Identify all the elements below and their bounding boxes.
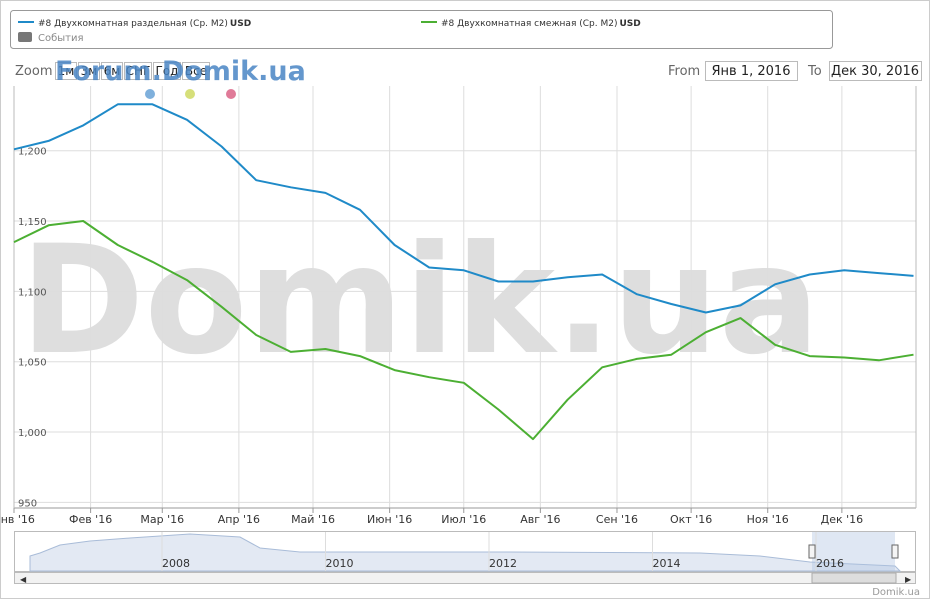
navigator-selection[interactable]	[812, 532, 895, 571]
x-tick-label: Авг '16	[520, 513, 560, 526]
zoom-label: Zoom	[15, 64, 52, 79]
scroll-right[interactable]: ▶	[905, 575, 912, 584]
forum-watermark: Forum.Domik.ua	[55, 56, 306, 87]
navigator-axis: 2008 2010 2012 2014 2016	[161, 532, 844, 571]
y-tick-label: 1,100	[18, 287, 47, 298]
grid: 950 1,000 1,050 1,100 1,150 1,200 Янв '16 Фев '…	[0, 86, 917, 526]
series-line	[13, 220, 914, 441]
event-marker[interactable]	[226, 89, 236, 99]
zoom-button[interactable]	[55, 62, 77, 80]
x-tick-label: Июн '16	[367, 513, 412, 526]
x-tick-label: Янв '16	[0, 513, 35, 526]
x-tick-label: Сен '16	[596, 513, 638, 526]
x-tick-label: Фев '16	[69, 513, 112, 526]
x-tick-label: Апр '16	[218, 513, 260, 526]
to-label: To	[807, 64, 822, 79]
to-date[interactable]: Дек 30, 2016	[831, 64, 919, 79]
legend-box	[10, 10, 833, 49]
zoom-button-label[interactable]: СНГ	[126, 64, 151, 78]
from-label: From	[668, 64, 700, 79]
zoom-button-label[interactable]: Все	[185, 64, 207, 78]
legend-unit[interactable]: USD	[230, 19, 251, 29]
zoom-button-label[interactable]: 1м	[58, 64, 75, 78]
legend-label[interactable]: #8 Двухкомнатная раздельная (Ср. M2)	[38, 19, 228, 29]
x-tick-label: Дек '16	[821, 513, 864, 526]
y-tick-label: 1,150	[18, 217, 47, 228]
events-label[interactable]: События	[38, 33, 84, 44]
navigator-series	[29, 533, 902, 572]
navigator-label: 2010	[326, 557, 354, 570]
navigator-label: 2016	[816, 557, 844, 570]
legend-label[interactable]: #8 Двухкомнатная смежная (Ср. M2)	[441, 19, 617, 29]
from-date[interactable]: Янв 1, 2016	[712, 64, 791, 79]
credits[interactable]: Domik.ua	[872, 587, 920, 598]
zoom-buttons: 1м 3м 6м СНГ Год Все	[55, 62, 210, 80]
scrollbar[interactable]	[14, 572, 916, 584]
navigator-label: 2014	[653, 557, 681, 570]
zoom-button[interactable]	[78, 62, 100, 80]
events-icon[interactable]	[18, 32, 32, 42]
scroll-left[interactable]: ◀	[20, 575, 27, 584]
zoom-button[interactable]	[182, 62, 210, 80]
zoom-button-label[interactable]: Год	[156, 64, 179, 78]
x-tick-label: Июл '16	[441, 513, 486, 526]
zoom-button-label[interactable]: 3м	[81, 64, 98, 78]
series-line	[13, 103, 914, 314]
navigator-label: 2008	[162, 557, 190, 570]
y-tick-label: 1,000	[18, 428, 47, 439]
legend: #8 Двухкомнатная раздельная (Ср. M2) USD #…	[18, 19, 641, 29]
zoom-button-label[interactable]: 6м	[104, 64, 121, 78]
legend-unit[interactable]: USD	[619, 19, 640, 29]
event-marker[interactable]	[185, 89, 195, 99]
navigator-handle[interactable]	[808, 544, 816, 559]
x-tick-label: Окт '16	[670, 513, 712, 526]
navigator-handle[interactable]	[891, 544, 899, 559]
navigator-label: 2012	[489, 557, 517, 570]
x-tick-label: Ноя '16	[747, 513, 789, 526]
from-input[interactable]	[705, 61, 798, 81]
zoom-button[interactable]	[101, 62, 123, 80]
y-tick-label: 1,200	[18, 147, 47, 158]
x-tick-label: Май '16	[291, 513, 335, 526]
event-marker[interactable]	[145, 89, 155, 99]
y-tick-label: 950	[18, 498, 37, 509]
zoom-button[interactable]	[153, 62, 181, 80]
scrollbar-thumb[interactable]	[811, 572, 897, 584]
y-tick-label: 1,050	[18, 358, 47, 369]
plot	[13, 103, 914, 441]
watermark: Domik.ua	[20, 214, 820, 388]
zoom-button[interactable]	[124, 62, 152, 80]
to-input[interactable]	[829, 61, 922, 81]
x-tick-label: Мар '16	[140, 513, 184, 526]
